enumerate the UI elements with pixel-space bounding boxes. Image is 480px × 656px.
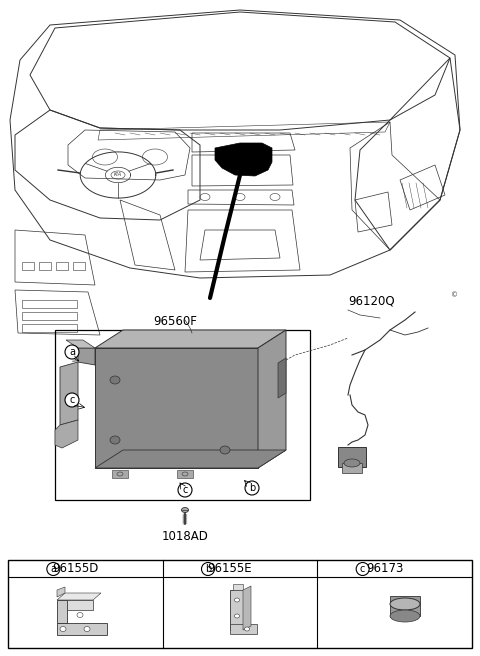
Ellipse shape: [356, 562, 369, 575]
Text: 96155E: 96155E: [208, 562, 252, 575]
Text: c: c: [182, 485, 188, 495]
Text: 96560F: 96560F: [153, 315, 197, 328]
Bar: [338, 447, 366, 467]
Ellipse shape: [202, 562, 215, 575]
Ellipse shape: [390, 610, 420, 622]
Polygon shape: [230, 590, 243, 630]
Bar: [22, 300, 77, 308]
Polygon shape: [215, 143, 272, 176]
Bar: [56, 262, 68, 270]
Ellipse shape: [111, 171, 125, 179]
Ellipse shape: [60, 626, 66, 632]
Ellipse shape: [390, 598, 420, 610]
Text: a: a: [50, 564, 56, 574]
Text: c: c: [360, 564, 365, 574]
Text: c: c: [69, 395, 75, 405]
Polygon shape: [55, 420, 78, 448]
Ellipse shape: [235, 598, 240, 602]
Ellipse shape: [65, 345, 79, 359]
Bar: [73, 262, 85, 270]
Bar: [22, 312, 77, 320]
Ellipse shape: [344, 459, 360, 467]
Ellipse shape: [235, 614, 240, 618]
Text: KIA: KIA: [114, 173, 122, 178]
Polygon shape: [243, 586, 251, 630]
Text: b: b: [249, 483, 255, 493]
Text: 96173: 96173: [366, 562, 403, 575]
Ellipse shape: [47, 562, 60, 575]
Text: a: a: [69, 347, 75, 357]
Polygon shape: [57, 593, 101, 600]
Polygon shape: [95, 330, 286, 348]
Text: 96120Q: 96120Q: [348, 295, 395, 308]
Text: ©: ©: [451, 292, 458, 298]
Polygon shape: [57, 587, 65, 597]
Polygon shape: [78, 348, 95, 365]
Text: 96155D: 96155D: [52, 562, 98, 575]
Polygon shape: [278, 358, 286, 398]
Bar: [390, 596, 420, 616]
Bar: [8, 560, 472, 648]
Text: 1018AD: 1018AD: [162, 530, 208, 543]
Polygon shape: [258, 330, 286, 468]
Ellipse shape: [181, 508, 189, 512]
Ellipse shape: [77, 613, 83, 617]
Bar: [342, 463, 362, 473]
Text: b: b: [205, 564, 211, 574]
Ellipse shape: [84, 626, 90, 632]
Polygon shape: [60, 362, 78, 425]
Ellipse shape: [244, 627, 250, 631]
Ellipse shape: [178, 483, 192, 497]
Ellipse shape: [110, 376, 120, 384]
Polygon shape: [230, 624, 257, 634]
Ellipse shape: [220, 446, 230, 454]
Bar: [55, 330, 310, 500]
Ellipse shape: [110, 436, 120, 444]
Ellipse shape: [65, 393, 79, 407]
Polygon shape: [233, 584, 243, 590]
Bar: [22, 324, 77, 332]
Polygon shape: [57, 600, 67, 623]
Polygon shape: [66, 340, 95, 348]
Polygon shape: [95, 450, 286, 468]
Bar: [39, 262, 51, 270]
Polygon shape: [67, 600, 93, 610]
Polygon shape: [57, 623, 107, 635]
Bar: [22, 262, 34, 270]
Ellipse shape: [245, 481, 259, 495]
Bar: [112, 470, 128, 478]
Bar: [177, 470, 193, 478]
Bar: [95, 348, 258, 468]
